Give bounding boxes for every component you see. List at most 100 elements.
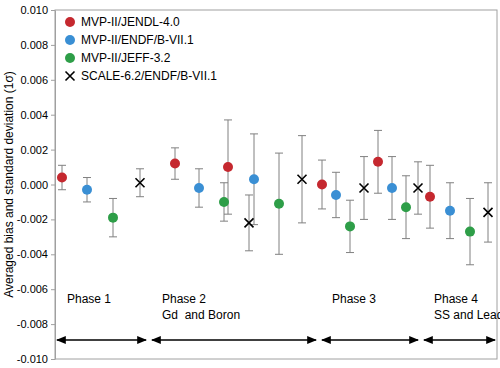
- y-tick: -0.004: [17, 248, 55, 260]
- error-bar-line: [374, 130, 382, 131]
- legend-label: MVP-II/ENDF/B-VII.1: [81, 33, 194, 47]
- legend-label: MVP-II/JEFF-3.2: [81, 51, 171, 65]
- error-bar-line: [171, 147, 179, 148]
- legend-symbol: [65, 17, 75, 27]
- error-bar-line: [318, 208, 326, 209]
- error-bar-line: [245, 250, 253, 251]
- error-bar-line: [426, 228, 434, 229]
- phase-label: Phase 3: [332, 292, 376, 306]
- phase-arrow: [424, 339, 495, 340]
- y-tick-mark: [51, 10, 55, 11]
- point: [465, 227, 475, 237]
- error-bar-line: [298, 135, 306, 136]
- error-bar-line: [446, 182, 454, 183]
- error-bar-line: [58, 189, 66, 190]
- legend-label: MVP-II/JENDL-4.0: [81, 15, 180, 29]
- error-bar: [360, 157, 368, 220]
- error-bar-line: [402, 175, 410, 176]
- error-bar-line: [220, 182, 228, 183]
- phase-label: Phase 2: [162, 292, 206, 306]
- y-tick: -0.006: [17, 283, 55, 295]
- y-tick: -0.008: [17, 318, 55, 330]
- error-bar: [346, 200, 354, 252]
- error-bar: [109, 198, 117, 236]
- error-bar-line: [136, 196, 144, 197]
- point: [401, 202, 411, 212]
- point: [298, 175, 307, 184]
- y-tick-label: 0.010: [20, 4, 48, 16]
- error-bar: [275, 153, 283, 254]
- error-bar-line: [360, 219, 368, 220]
- error-bar-line: [414, 214, 422, 215]
- phase-arrow: [152, 339, 316, 340]
- phase-sublabel: SS and Lead: [434, 308, 500, 322]
- phase-arrow: [322, 339, 418, 340]
- point: [136, 178, 145, 187]
- point: [108, 213, 118, 223]
- error-bar: [332, 172, 340, 217]
- error-bar: [388, 157, 396, 220]
- y-axis-line: [55, 11, 56, 360]
- error-bar: [466, 198, 474, 264]
- error-bar-line: [332, 217, 340, 218]
- error-bar-line: [332, 172, 340, 173]
- error-bar-line: [136, 168, 144, 169]
- plot-marks: [57, 120, 493, 265]
- y-tick-mark: [51, 45, 55, 46]
- error-bar-line: [360, 156, 368, 157]
- error-bar-line: [388, 219, 396, 220]
- y-tick: 0.008: [20, 39, 55, 51]
- point: [484, 208, 493, 217]
- y-tick-label: -0.010: [17, 353, 48, 365]
- y-tick-mark: [51, 359, 55, 360]
- error-bar: [446, 183, 454, 239]
- y-tick-label: 0.004: [20, 109, 48, 121]
- error-bar: [318, 160, 326, 209]
- phases: Phase 1Phase 2Gd and BoronPhase 3Phase 4…: [57, 292, 500, 340]
- series: [136, 136, 493, 251]
- y-tick-mark: [51, 324, 55, 325]
- error-bar-line: [402, 238, 410, 239]
- legend-symbol: [65, 35, 75, 45]
- point: [331, 190, 341, 200]
- y-tick: 0.006: [20, 74, 55, 86]
- point: [170, 159, 180, 169]
- error-bar-line: [195, 207, 203, 208]
- phase-sublabel: Gd and Boron: [162, 308, 240, 322]
- error-bar-line: [374, 193, 382, 194]
- y-tick-mark: [51, 219, 55, 220]
- y-tick-label: 0.006: [20, 74, 48, 86]
- y-tick-label: 0.002: [20, 144, 48, 156]
- y-tick: -0.002: [17, 213, 55, 225]
- error-bar: [426, 165, 434, 228]
- point: [425, 192, 435, 202]
- error-bar: [250, 134, 258, 225]
- point: [387, 183, 397, 193]
- legend-symbol: [66, 72, 75, 81]
- point: [194, 183, 204, 193]
- error-bar-line: [346, 200, 354, 201]
- error-bar: [171, 148, 179, 179]
- error-bar-line: [224, 119, 232, 120]
- error-bar: [195, 169, 203, 207]
- point: [317, 180, 327, 190]
- point: [345, 221, 355, 231]
- y-tick-mark: [51, 80, 55, 81]
- point: [82, 185, 92, 195]
- error-bar-line: [484, 242, 492, 243]
- error-bar-line: [414, 161, 422, 162]
- point: [245, 218, 254, 227]
- y-tick-label: 0.008: [20, 39, 48, 51]
- error-bar-line: [466, 198, 474, 199]
- y-tick-mark: [51, 115, 55, 116]
- series: [82, 134, 455, 239]
- error-bar-line: [109, 198, 117, 199]
- y-tick-label: 0.000: [20, 179, 48, 191]
- y-tick: -0.010: [17, 353, 55, 365]
- error-bar-line: [484, 182, 492, 183]
- error-bar-line: [388, 156, 396, 157]
- phase-label: Phase 4: [434, 292, 478, 306]
- error-bar-line: [466, 264, 474, 265]
- series: [57, 120, 435, 228]
- error-bar-line: [275, 254, 283, 255]
